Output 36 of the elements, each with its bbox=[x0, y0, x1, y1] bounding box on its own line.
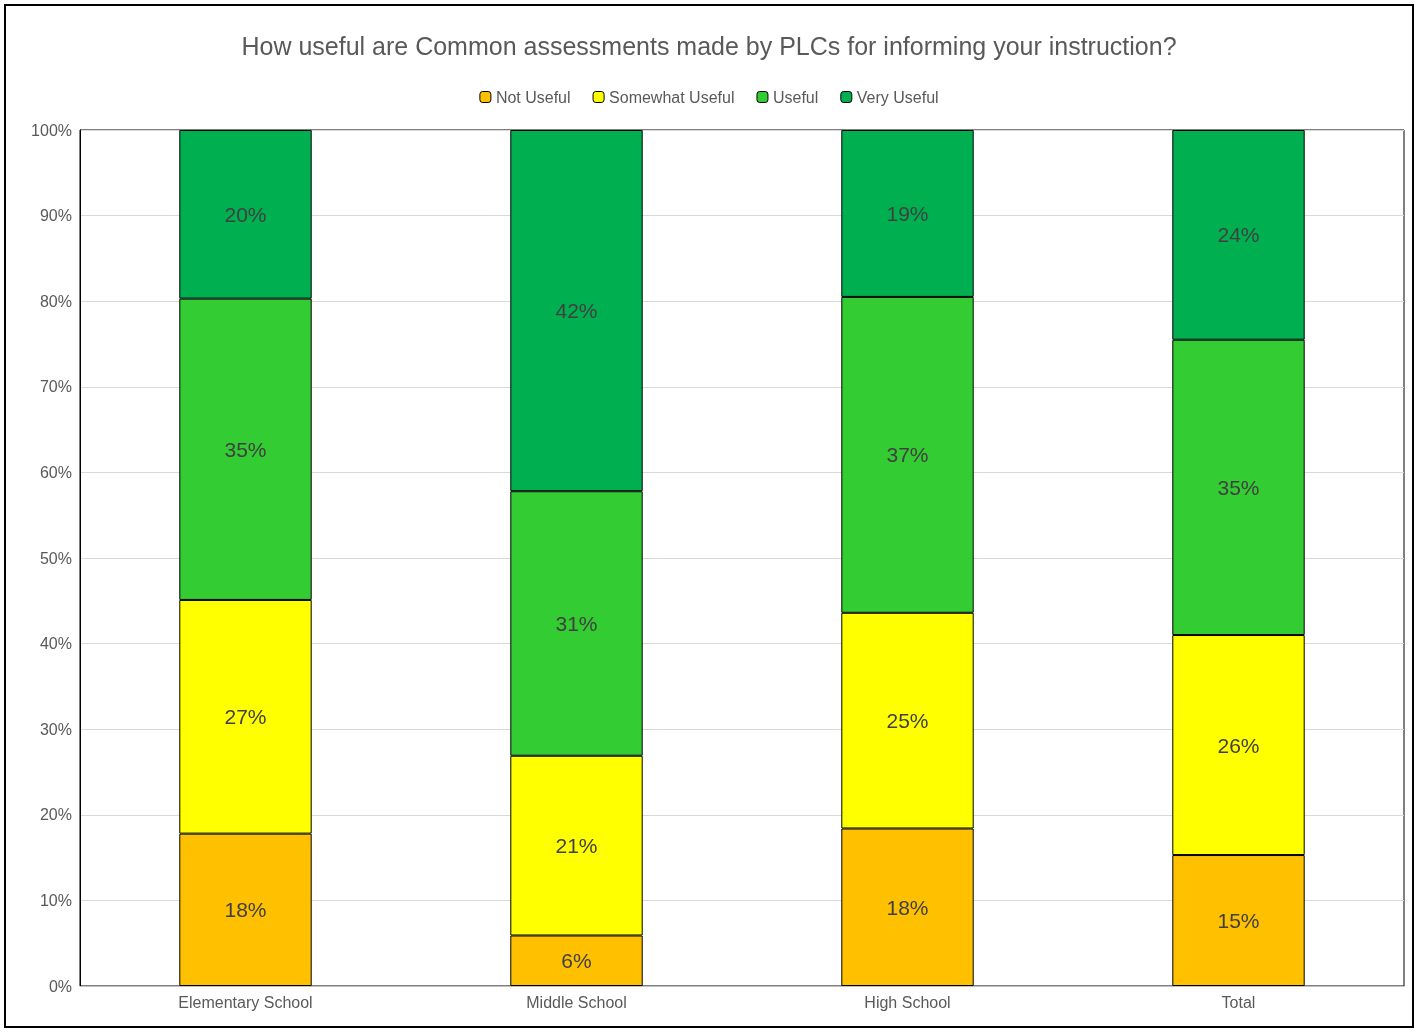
legend-label: Not Useful bbox=[495, 88, 571, 106]
legend-label: Useful bbox=[772, 88, 819, 106]
data-label: 42% bbox=[555, 299, 598, 323]
legend-label: Very Useful bbox=[856, 88, 939, 106]
y-tick-label: 60% bbox=[39, 463, 72, 481]
data-label: 21% bbox=[555, 834, 598, 858]
x-tick-label: Elementary School bbox=[178, 993, 313, 1011]
data-label: 35% bbox=[224, 437, 267, 461]
y-tick-label: 40% bbox=[39, 635, 72, 653]
data-label: 31% bbox=[555, 611, 598, 635]
data-label: 18% bbox=[886, 895, 929, 919]
data-label: 27% bbox=[224, 705, 267, 729]
y-tick-label: 100% bbox=[31, 121, 72, 139]
x-tick-label: High School bbox=[864, 993, 951, 1011]
y-tick-label: 0% bbox=[48, 977, 72, 995]
chart-title: How useful are Common assessments made by PLCs for informing your instruction? bbox=[241, 31, 1177, 60]
data-label: 24% bbox=[1217, 223, 1260, 247]
y-tick-label: 80% bbox=[39, 292, 72, 310]
data-label: 25% bbox=[886, 709, 929, 733]
y-tick-label: 10% bbox=[39, 891, 72, 909]
y-tick-label: 50% bbox=[39, 549, 72, 567]
x-tick-label: Middle School bbox=[526, 993, 627, 1011]
y-tick-label: 20% bbox=[39, 806, 72, 824]
data-label: 6% bbox=[561, 949, 592, 973]
y-tick-label: 70% bbox=[39, 378, 72, 396]
data-label: 26% bbox=[1217, 733, 1260, 757]
data-label: 15% bbox=[1217, 909, 1260, 933]
data-label: 18% bbox=[224, 898, 267, 922]
data-label: 37% bbox=[886, 443, 929, 467]
data-label: 20% bbox=[224, 202, 267, 226]
y-tick-label: 90% bbox=[39, 207, 72, 225]
x-tick-label: Total bbox=[1221, 993, 1256, 1011]
data-label: 35% bbox=[1217, 475, 1260, 499]
y-tick-label: 30% bbox=[39, 720, 72, 738]
legend-label: Somewhat Useful bbox=[609, 88, 735, 106]
data-label: 19% bbox=[886, 201, 929, 225]
